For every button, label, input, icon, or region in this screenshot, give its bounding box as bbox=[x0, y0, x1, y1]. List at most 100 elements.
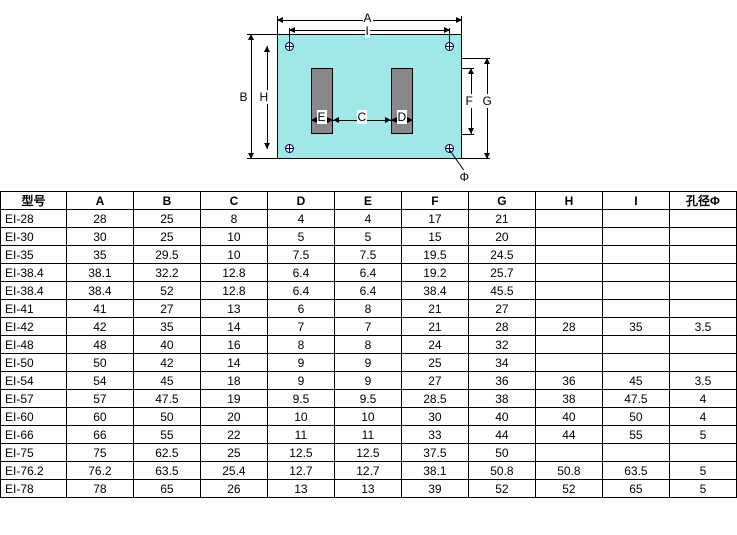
cell: 8 bbox=[267, 336, 334, 354]
cell: 27 bbox=[401, 372, 468, 390]
cell bbox=[669, 336, 736, 354]
cell bbox=[669, 354, 736, 372]
cell: 50 bbox=[602, 408, 669, 426]
cell: 14 bbox=[200, 354, 267, 372]
cell bbox=[602, 228, 669, 246]
cell: 12.8 bbox=[200, 264, 267, 282]
cell bbox=[602, 336, 669, 354]
cell: 35 bbox=[602, 318, 669, 336]
cell: 13 bbox=[267, 480, 334, 498]
cell: EI-50 bbox=[1, 354, 67, 372]
cell: 10 bbox=[267, 408, 334, 426]
hole-top-right bbox=[445, 42, 454, 51]
table-row: EI-48484016882432 bbox=[1, 336, 737, 354]
table-row: EI-2828258441721 bbox=[1, 210, 737, 228]
cell: 25.4 bbox=[200, 462, 267, 480]
cell: 12.5 bbox=[267, 444, 334, 462]
hole-top-left bbox=[285, 42, 294, 51]
cell bbox=[602, 210, 669, 228]
cell: 30 bbox=[401, 408, 468, 426]
cell: 44 bbox=[535, 426, 602, 444]
cell bbox=[602, 354, 669, 372]
cell: 48 bbox=[66, 336, 133, 354]
dim-H: H bbox=[259, 90, 270, 104]
cell: 25.7 bbox=[468, 264, 535, 282]
cell: 10 bbox=[334, 408, 401, 426]
cell: 25 bbox=[401, 354, 468, 372]
hole-bottom-left bbox=[285, 144, 294, 153]
cell: 8 bbox=[334, 300, 401, 318]
cell: 63.5 bbox=[133, 462, 200, 480]
table-row: EI-50504214992534 bbox=[1, 354, 737, 372]
cell: 52 bbox=[468, 480, 535, 498]
cell bbox=[602, 246, 669, 264]
cell: EI-41 bbox=[1, 300, 67, 318]
cell: 4 bbox=[669, 408, 736, 426]
col-5: E bbox=[334, 192, 401, 210]
cell bbox=[535, 444, 602, 462]
cell: 52 bbox=[535, 480, 602, 498]
dim-F: F bbox=[465, 94, 474, 108]
cell: 15 bbox=[401, 228, 468, 246]
table-row: EI-787865261313395252655 bbox=[1, 480, 737, 498]
cell: 52 bbox=[133, 282, 200, 300]
cell: 62.5 bbox=[133, 444, 200, 462]
cell: EI-42 bbox=[1, 318, 67, 336]
cell: 19.5 bbox=[401, 246, 468, 264]
cell: 4 bbox=[669, 390, 736, 408]
cell bbox=[669, 210, 736, 228]
cell: 3.5 bbox=[669, 318, 736, 336]
cell: 42 bbox=[66, 318, 133, 336]
cell bbox=[669, 282, 736, 300]
cell: 6.4 bbox=[267, 282, 334, 300]
cell bbox=[669, 300, 736, 318]
cell: 27 bbox=[468, 300, 535, 318]
cell: 7.5 bbox=[267, 246, 334, 264]
cell: 6.4 bbox=[334, 264, 401, 282]
cell: 5 bbox=[334, 228, 401, 246]
dim-D: D bbox=[397, 110, 408, 124]
cell: 24 bbox=[401, 336, 468, 354]
cell: EI-35 bbox=[1, 246, 67, 264]
cell: EI-76.2 bbox=[1, 462, 67, 480]
spec-table: 型号ABCDEFGHI孔径Φ EI-2828258441721EI-303025… bbox=[0, 191, 737, 498]
cell: 25 bbox=[133, 228, 200, 246]
cell: 9 bbox=[334, 354, 401, 372]
cell: 9.5 bbox=[334, 390, 401, 408]
cell: 12.7 bbox=[334, 462, 401, 480]
cell: 21 bbox=[468, 210, 535, 228]
cell: 28.5 bbox=[401, 390, 468, 408]
cell: 22 bbox=[200, 426, 267, 444]
cell: 8 bbox=[334, 336, 401, 354]
cell: 5 bbox=[669, 480, 736, 498]
cell bbox=[669, 444, 736, 462]
table-row: EI-606050201010304040504 bbox=[1, 408, 737, 426]
cell: 47.5 bbox=[133, 390, 200, 408]
cell: 37.5 bbox=[401, 444, 468, 462]
cell: 36 bbox=[535, 372, 602, 390]
col-7: G bbox=[468, 192, 535, 210]
col-0: 型号 bbox=[1, 192, 67, 210]
cell: 76.2 bbox=[66, 462, 133, 480]
cell: 24.5 bbox=[468, 246, 535, 264]
ei-diagram: A I B H E C D bbox=[239, 10, 499, 185]
cell: 63.5 bbox=[602, 462, 669, 480]
cell: 9 bbox=[267, 372, 334, 390]
dim-G: G bbox=[482, 94, 493, 108]
cell: 40 bbox=[468, 408, 535, 426]
col-4: D bbox=[267, 192, 334, 210]
cell: 29.5 bbox=[133, 246, 200, 264]
cell: EI-54 bbox=[1, 372, 67, 390]
cell: 36 bbox=[468, 372, 535, 390]
cell: 11 bbox=[334, 426, 401, 444]
cell: 14 bbox=[200, 318, 267, 336]
cell: 47.5 bbox=[602, 390, 669, 408]
cell: 45.5 bbox=[468, 282, 535, 300]
cell: 45 bbox=[133, 372, 200, 390]
cell bbox=[602, 282, 669, 300]
table-header-row: 型号ABCDEFGHI孔径Φ bbox=[1, 192, 737, 210]
cell: 35 bbox=[133, 318, 200, 336]
cell: EI-66 bbox=[1, 426, 67, 444]
cell bbox=[535, 282, 602, 300]
table-row: EI-757562.52512.512.537.550 bbox=[1, 444, 737, 462]
